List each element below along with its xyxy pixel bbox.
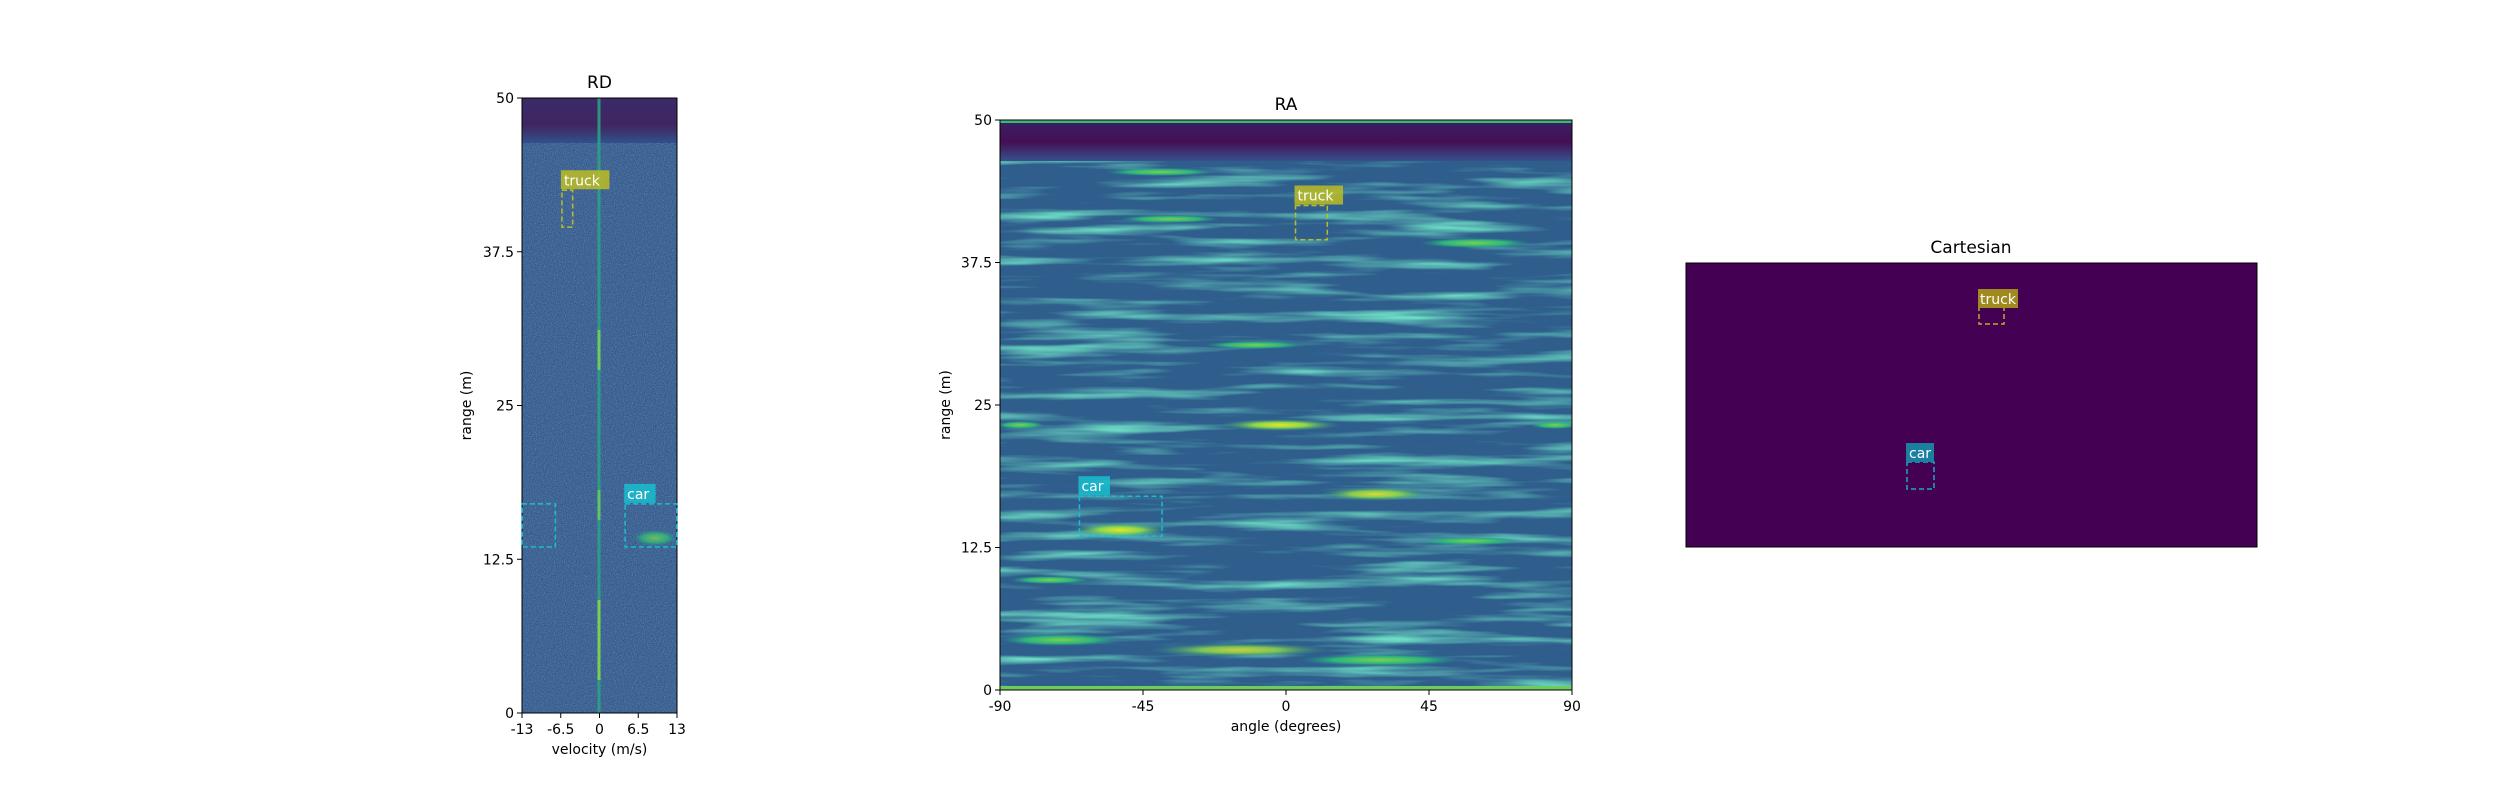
cartesian-annotation-car: car xyxy=(1906,443,1935,490)
cartesian-truck-label: truck xyxy=(1980,292,2017,308)
cartesian-truck-label-bg xyxy=(1978,289,2018,308)
ra-car-box xyxy=(1078,495,1163,537)
ra-ylabel: range (m) xyxy=(938,370,954,440)
ra-axes: -90 -45 0 45 90 0 12.5 25 37.5 50 xyxy=(961,113,1581,715)
rd-annotations: truck car xyxy=(521,170,678,548)
rd-xtick-label: 0 xyxy=(595,722,604,738)
rd-truck-label: truck xyxy=(564,173,601,189)
ra-xtick-label: -45 xyxy=(1132,699,1155,715)
rd-car-label-bg xyxy=(624,483,656,503)
rd-zero-doppler-line xyxy=(597,98,601,713)
ra-car-signature xyxy=(1072,523,1168,537)
cartesian-car-label: car xyxy=(1909,446,1931,462)
cartesian-heatmap xyxy=(1686,263,2257,547)
ra-ytick-label: 0 xyxy=(983,683,992,699)
rd-car-label: car xyxy=(627,487,649,503)
rd-unlabeled-box xyxy=(521,503,557,548)
ra-xtick-label: 90 xyxy=(1563,699,1581,715)
cartesian-car-label-bg xyxy=(1906,443,1934,462)
rd-xtick-label: -6.5 xyxy=(547,722,574,738)
rd-car-signature xyxy=(633,530,677,546)
rd-ytick-label: 25 xyxy=(496,399,514,415)
ra-truck-label-bg xyxy=(1294,185,1344,205)
ra-ytick-label: 12.5 xyxy=(961,541,992,557)
cartesian-car-box xyxy=(1906,461,1935,490)
cartesian-frame xyxy=(1685,262,2258,548)
ra-xtick-label: -90 xyxy=(989,699,1012,715)
cartesian-chart: Cartesian truck car xyxy=(1685,238,2258,548)
rd-title: RD xyxy=(587,73,612,93)
rd-truck-box xyxy=(561,189,574,228)
ra-ytick-label: 50 xyxy=(974,113,992,129)
ra-car-label: car xyxy=(1081,479,1103,495)
ra-ytick-label: 37.5 xyxy=(961,256,992,272)
rd-xtick-label: 13 xyxy=(668,722,686,738)
rd-truck-label-bg xyxy=(560,170,610,190)
rd-xtick-label: 6.5 xyxy=(627,722,649,738)
rd-chart: RD -13 -6.5 0 6.5 13 0 12.5 25 37.5 50 truck car v… xyxy=(459,73,686,758)
ra-xtick-label: 0 xyxy=(1282,699,1291,715)
rd-ytick-label: 37.5 xyxy=(483,245,514,261)
rd-ytick-label: 0 xyxy=(505,706,514,722)
rd-car-box xyxy=(624,503,678,548)
ra-title: RA xyxy=(1275,95,1298,115)
rd-ytick-label: 50 xyxy=(496,91,514,107)
rd-xtick-label: -13 xyxy=(511,722,534,738)
ra-xlabel: angle (degrees) xyxy=(1231,719,1342,735)
cartesian-annotation-truck: truck xyxy=(1978,289,2018,325)
ra-truck-label: truck xyxy=(1298,189,1335,205)
rd-axes: -13 -6.5 0 6.5 13 0 12.5 25 37.5 50 xyxy=(483,91,686,738)
ra-xtick-label: 45 xyxy=(1420,699,1438,715)
ra-ytick-label: 25 xyxy=(974,398,992,414)
ra-truck-box xyxy=(1294,204,1329,241)
rd-ylabel: range (m) xyxy=(459,371,475,441)
cartesian-title: Cartesian xyxy=(1930,238,2011,258)
ra-annotations: truck car xyxy=(1078,185,1344,537)
rd-xlabel: velocity (m/s) xyxy=(552,742,648,758)
rd-ytick-label: 12.5 xyxy=(483,552,514,568)
ra-car-label-bg xyxy=(1078,476,1110,496)
